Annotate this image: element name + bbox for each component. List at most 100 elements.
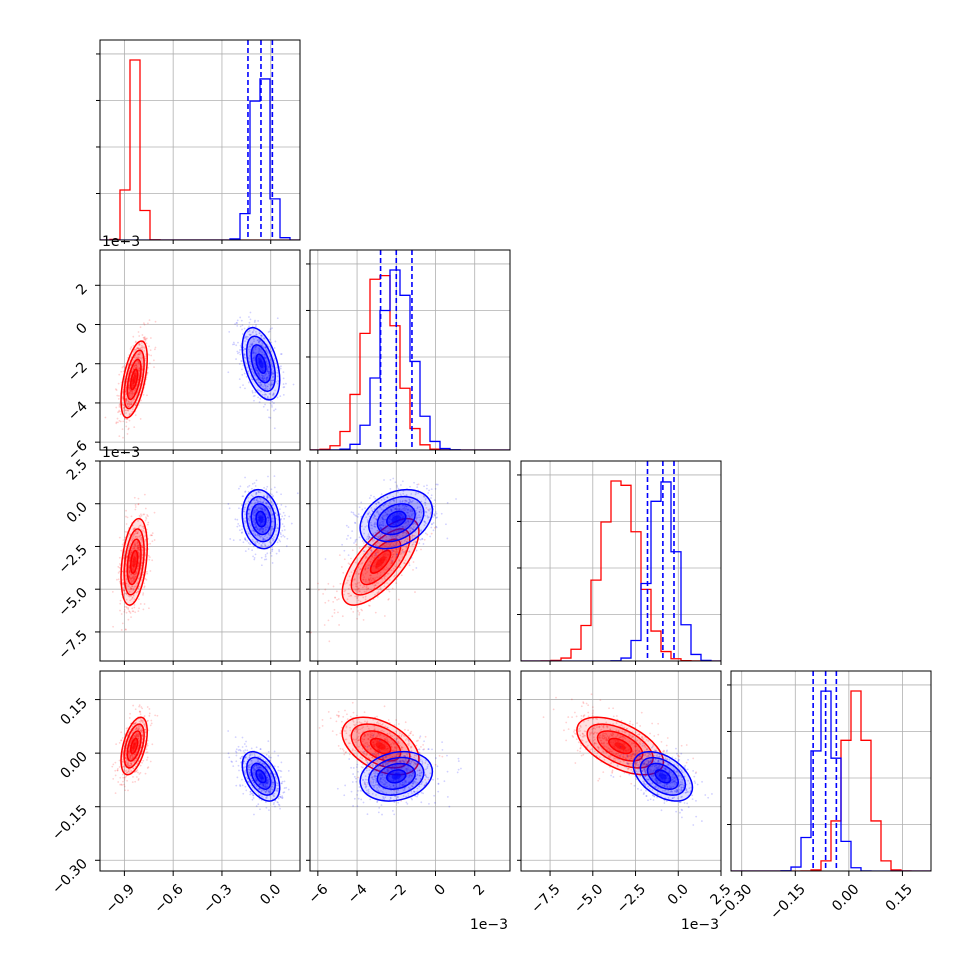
scatter-point xyxy=(268,371,270,374)
scatter-point xyxy=(263,383,266,386)
scatter-point xyxy=(276,503,278,505)
scatter-point xyxy=(244,356,247,359)
scatter-point xyxy=(386,513,388,516)
scatter-point xyxy=(338,554,341,557)
scatter-point xyxy=(359,584,362,587)
scatter-point xyxy=(276,523,278,526)
scatter-point xyxy=(408,498,411,501)
scatter-point xyxy=(317,582,319,585)
scatter-point xyxy=(258,389,260,392)
scatter-point xyxy=(412,526,415,528)
scatter-point xyxy=(376,595,379,598)
scatter-point xyxy=(132,737,135,740)
contour-line xyxy=(376,502,416,536)
scatter-point xyxy=(351,549,354,552)
scatter-point xyxy=(253,340,255,343)
scatter-point xyxy=(410,514,413,517)
contour-line xyxy=(123,528,145,596)
scatter-point xyxy=(112,777,115,780)
scatter-point xyxy=(135,733,137,736)
scatter-point xyxy=(260,507,263,510)
scatter-point xyxy=(139,418,142,420)
scatter-point xyxy=(126,402,129,405)
scatter-point xyxy=(249,346,251,348)
scatter-point xyxy=(119,599,122,602)
scatter-point xyxy=(389,543,392,546)
scatter-point xyxy=(269,402,272,405)
scatter-point xyxy=(271,372,274,375)
scatter-point xyxy=(144,364,147,366)
scatter-point xyxy=(390,549,393,552)
scatter-point xyxy=(261,536,264,539)
scatter-point xyxy=(388,521,391,523)
scatter-point xyxy=(238,378,241,380)
scatter-point xyxy=(130,549,133,552)
scatter-point xyxy=(130,739,133,742)
scatter-point xyxy=(379,549,382,551)
scatter-point xyxy=(111,765,114,768)
scatter-point xyxy=(245,366,248,369)
scatter-point xyxy=(124,606,126,608)
scatter-point xyxy=(375,554,378,557)
scatter-point xyxy=(375,582,378,584)
scatter-point xyxy=(258,531,261,534)
scatter-point xyxy=(410,556,413,559)
scatter-point xyxy=(131,757,134,760)
scatter-point xyxy=(405,531,408,534)
scatter-point xyxy=(398,525,401,528)
scatter-point xyxy=(356,617,359,620)
scatter-point xyxy=(234,736,237,739)
scatter-point xyxy=(136,547,139,550)
scatter-point xyxy=(136,726,139,729)
scatter-point xyxy=(132,723,135,726)
scatter-point xyxy=(374,515,376,517)
scatter-point xyxy=(136,542,139,544)
scatter-point xyxy=(412,541,415,544)
scatter-point xyxy=(263,377,266,380)
scatter-point xyxy=(267,519,270,522)
scatter-point xyxy=(431,522,433,525)
scatter-point xyxy=(262,370,265,373)
scatter-point xyxy=(383,527,386,530)
scatter-point xyxy=(358,581,361,584)
scatter-point xyxy=(249,791,252,793)
scatter-point xyxy=(412,512,415,515)
scatter-point xyxy=(238,363,241,365)
scatter-point xyxy=(271,546,273,549)
scatter-point xyxy=(396,553,398,556)
scatter-point xyxy=(252,767,255,770)
scatter-point xyxy=(232,341,235,344)
scatter-point xyxy=(271,517,274,520)
scatter-point xyxy=(273,801,275,804)
scatter-point xyxy=(116,421,119,424)
scatter-point xyxy=(132,546,135,549)
scatter-point xyxy=(125,598,128,601)
scatter-point xyxy=(118,410,121,413)
scatter-point xyxy=(261,509,264,512)
scatter-point xyxy=(261,528,264,531)
scatter-point xyxy=(383,550,386,552)
scatter-point xyxy=(268,392,271,395)
scatter-point xyxy=(357,565,360,568)
scatter-point xyxy=(251,344,253,347)
scatter-point xyxy=(129,348,132,350)
scatter-point xyxy=(265,512,267,514)
scatter-point xyxy=(374,543,377,546)
scatter-point xyxy=(138,553,141,556)
scatter-point xyxy=(409,510,412,512)
scatter-point xyxy=(388,590,391,593)
scatter-point xyxy=(150,722,153,725)
scatter-point xyxy=(238,507,240,510)
scatter-point xyxy=(379,571,382,574)
scatter-point xyxy=(138,556,140,559)
scatter-point xyxy=(128,569,131,571)
scatter-point xyxy=(388,527,391,530)
scatter-point xyxy=(136,747,139,750)
scatter-point xyxy=(134,553,137,555)
scatter-point xyxy=(356,582,359,585)
scatter-point xyxy=(122,395,124,398)
scatter-point xyxy=(237,522,240,525)
scatter-point xyxy=(407,521,410,524)
scatter-point xyxy=(138,524,141,527)
scatter-point xyxy=(251,538,254,541)
